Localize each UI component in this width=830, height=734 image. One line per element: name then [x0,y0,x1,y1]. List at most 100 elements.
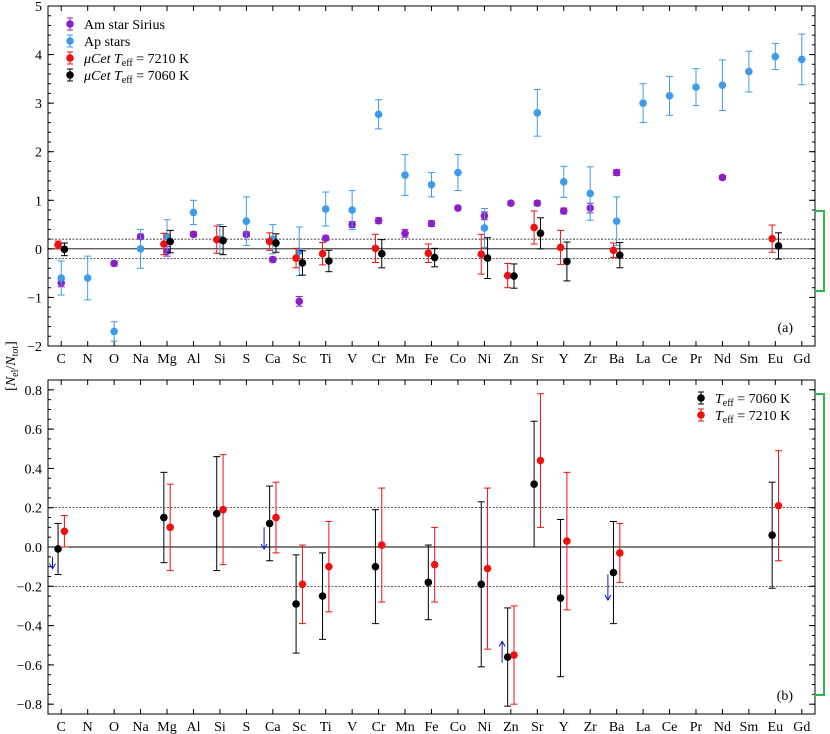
element-label-o: O [109,720,119,734]
element-label-mn: Mn [395,720,414,734]
element-label-s: S [242,352,250,367]
element-label-zn: Zn [503,352,519,367]
element-label-zr: Zr [584,720,598,734]
element-label-ba: Ba [609,720,625,734]
data-point-fe [427,219,436,228]
data-point-ca [265,237,274,246]
green-brackets [814,210,825,696]
data-point-c [57,274,66,282]
series-cet-teff-7060-k [60,217,783,289]
y-tick-label: 3 [35,97,42,112]
y-tick-label: 0.8 [25,384,43,399]
data-point-eu [768,234,776,243]
element-label-gd: Gd [793,720,810,734]
data-point-c [54,241,62,249]
data-point-c [60,245,69,254]
data-point-eu [768,531,776,540]
y-tick-label: −0.6 [17,659,42,674]
element-label-mg: Mg [157,352,176,367]
data-point-mg [166,237,174,246]
data-point-si [219,505,227,514]
element-label-mn: Mn [395,352,414,367]
y-tick-label: 0.0 [25,541,43,556]
data-point-c [60,527,69,536]
data-point-ti [325,257,333,265]
data-point-sr [536,229,545,238]
data-point-eu [771,52,780,61]
legend-entry-am-star-sirius: Am star Sirius [84,18,165,33]
data-point-fe [430,560,439,569]
element-label-o: O [109,352,119,367]
data-point-ba [616,251,624,259]
element-label-s: S [242,720,250,734]
data-point-ba [612,168,621,177]
data-point-ce [665,92,674,100]
element-label-al: Al [186,352,200,367]
data-point-y [563,537,571,545]
element-label-fe: Fe [425,720,439,734]
data-point-mg [160,240,168,248]
y-tick-label: 1 [35,194,42,209]
data-point-v [348,206,356,214]
data-point-y [556,594,565,602]
data-point-ni [477,580,486,589]
element-label-ce: Ce [662,352,678,367]
y-tick-label: 2 [35,146,42,161]
element-label-gd: Gd [793,352,810,367]
data-point-co [454,204,462,212]
data-point-ti [318,592,327,600]
legend-marker-dot [697,411,705,419]
element-label-mg: Mg [157,720,176,734]
data-point-mg [166,523,174,532]
element-label-ti: Ti [320,720,332,734]
element-label-pr: Pr [690,720,703,734]
y-tick-label: 0.4 [25,462,43,477]
element-label-nd: Nd [714,352,731,367]
data-point-al [189,230,198,239]
data-point-sc [292,600,300,608]
element-label-cr: Cr [372,352,386,367]
series-teff-7210-k [60,393,783,705]
data-point-o [110,259,118,268]
data-point-sm [745,67,753,76]
series-cet-teff-7210-k [54,210,776,289]
element-label-nd: Nd [714,720,731,734]
element-label-cr: Cr [372,720,386,734]
data-point-o [110,327,118,336]
data-point-cr [377,541,386,549]
data-point-n [83,274,92,282]
element-label-ni: Ni [477,352,491,367]
y-tick-label: 0.2 [25,502,43,517]
data-point-fe [424,578,433,587]
data-point-sr [530,480,538,488]
data-point-sc [295,297,304,306]
element-label-na: Na [132,720,149,734]
data-point-fe [430,253,439,262]
legend-marker-dot [697,394,705,402]
element-label-v: V [347,720,357,734]
element-label-y: Y [559,352,569,367]
data-point-cr [374,110,383,119]
y-tick-label: 0 [35,243,42,258]
data-point-s [242,217,251,225]
data-point-ni [483,564,492,573]
data-point-y [556,243,565,252]
legend-entry-teff-7210-k: Teff = 7210 K [715,409,790,426]
element-label-pr: Pr [690,352,703,367]
y-tick-label: 0.6 [25,423,43,438]
series-am-star-sirius [57,168,727,307]
data-point-nd [718,173,727,182]
data-point-ca [269,255,277,264]
data-point-la [639,99,647,107]
element-label-si: Si [214,720,226,734]
data-point-fe [427,180,436,189]
element-label-sm: Sm [740,720,759,734]
data-point-co [454,168,462,177]
data-point-pr [692,83,700,91]
element-label-n: N [83,720,93,734]
data-point-al [189,208,198,217]
legend-entry-teff-7060-k: Teff = 7060 K [715,392,790,409]
data-point-mg [160,513,168,522]
data-point-y [559,207,568,215]
element-label-ce: Ce [662,720,678,734]
